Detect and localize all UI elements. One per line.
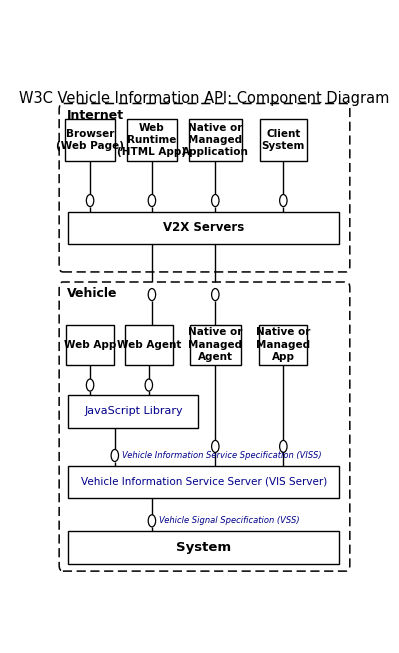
Bar [259,325,307,365]
Bar [66,325,114,365]
Text: W3C Vehicle Information API: Component Diagram: W3C Vehicle Information API: Component D… [19,91,390,106]
Circle shape [148,195,156,206]
Bar [69,395,198,428]
Circle shape [86,379,94,391]
Text: V2X Servers: V2X Servers [163,221,244,234]
Text: Vehicle Information Service Specification (VISS): Vehicle Information Service Specificatio… [122,451,321,460]
Circle shape [145,379,152,391]
Circle shape [211,440,219,453]
Bar [190,325,241,365]
Circle shape [211,289,219,300]
Bar [69,212,339,244]
Circle shape [280,195,287,206]
Bar [65,119,115,161]
FancyBboxPatch shape [59,282,350,571]
Text: Native or
Managed
Agent: Native or Managed Agent [188,327,243,362]
Text: Native or
Managed
Application: Native or Managed Application [182,123,249,157]
Bar [125,325,173,365]
Text: Web
Runtime
(HTML App): Web Runtime (HTML App) [117,123,186,157]
Text: Client
System: Client System [262,129,305,151]
Text: Internet: Internet [67,108,124,121]
Circle shape [280,440,287,453]
Bar [189,119,242,161]
Bar [69,466,339,498]
Text: Browser
(Web Page): Browser (Web Page) [56,129,124,151]
Text: JavaScript Library: JavaScript Library [84,406,183,417]
Text: Web App: Web App [64,340,116,350]
Circle shape [86,195,94,206]
Bar [69,531,339,564]
Bar [260,119,306,161]
Circle shape [211,195,219,206]
Circle shape [111,449,119,462]
Text: System: System [176,541,231,554]
Text: Vehicle: Vehicle [67,287,117,300]
Text: Vehicle Signal Specification (VSS): Vehicle Signal Specification (VSS) [159,517,299,525]
Text: Native or
Managed
App: Native or Managed App [256,327,310,362]
Text: Web Agent: Web Agent [117,340,181,350]
Circle shape [148,515,156,527]
FancyBboxPatch shape [59,103,350,272]
Bar [127,119,177,161]
Text: Vehicle Information Service Server (VIS Server): Vehicle Information Service Server (VIS … [81,477,327,487]
Circle shape [148,289,156,300]
